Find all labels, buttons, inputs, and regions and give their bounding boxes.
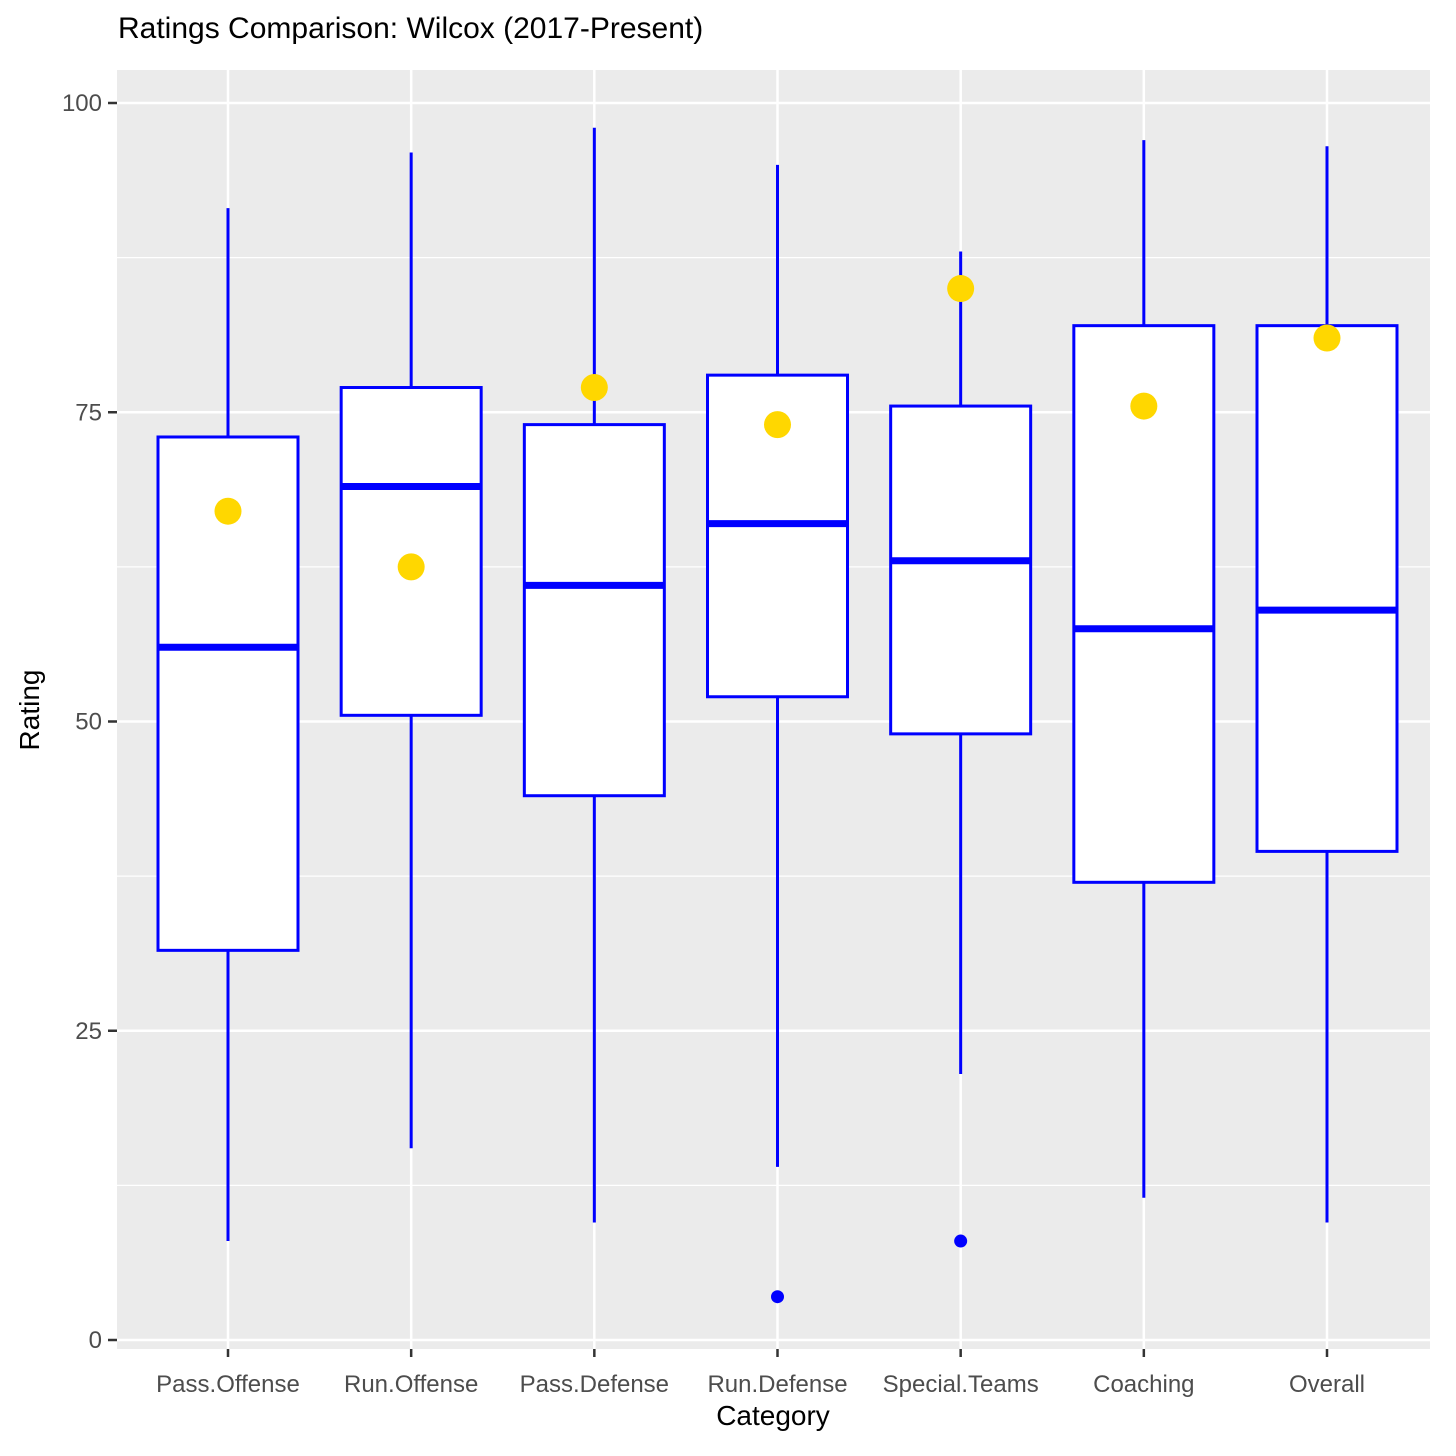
mean-dot-pass-defense (580, 374, 608, 402)
box-overall (1255, 324, 1399, 853)
x-axis-title: Category (716, 1400, 830, 1431)
x-tick-label-pass-offense: Pass.Offense (156, 1371, 300, 1398)
x-tick-label-run-offense: Run.Offense (344, 1371, 478, 1398)
x-tick-label-special-teams: Special.Teams (883, 1371, 1039, 1398)
y-axis-title: Rating (14, 669, 45, 751)
x-tick-label-pass-defense: Pass.Defense (520, 1371, 669, 1398)
mean-dot-run-offense (397, 553, 425, 581)
mean-dot-special-teams (947, 275, 975, 303)
box-special-teams (889, 404, 1033, 736)
x-tick-label-coaching: Coaching (1093, 1371, 1194, 1398)
mean-dot-coaching (1130, 392, 1158, 420)
y-tick-label-25: 25 (75, 1018, 102, 1045)
y-tick-label-100: 100 (62, 90, 102, 117)
y-tick-label-0: 0 (89, 1327, 102, 1354)
mean-dot-pass-offense (214, 497, 242, 525)
plot-panel (117, 70, 1430, 1349)
y-tick-label-75: 75 (75, 399, 102, 426)
mean-dot-overall (1313, 324, 1341, 352)
x-tick-label-run-defense: Run.Defense (707, 1371, 847, 1398)
box-run-offense (339, 386, 483, 717)
mean-dot-run-defense (764, 411, 792, 439)
chart-title: Ratings Comparison: Wilcox (2017-Present… (118, 12, 704, 45)
x-tick-label-overall: Overall (1289, 1371, 1365, 1398)
outlier-point-run-defense (771, 1290, 785, 1304)
y-tick-label-50: 50 (75, 709, 102, 736)
outlier-point-special-teams (954, 1234, 968, 1248)
box-pass-defense (522, 423, 666, 798)
